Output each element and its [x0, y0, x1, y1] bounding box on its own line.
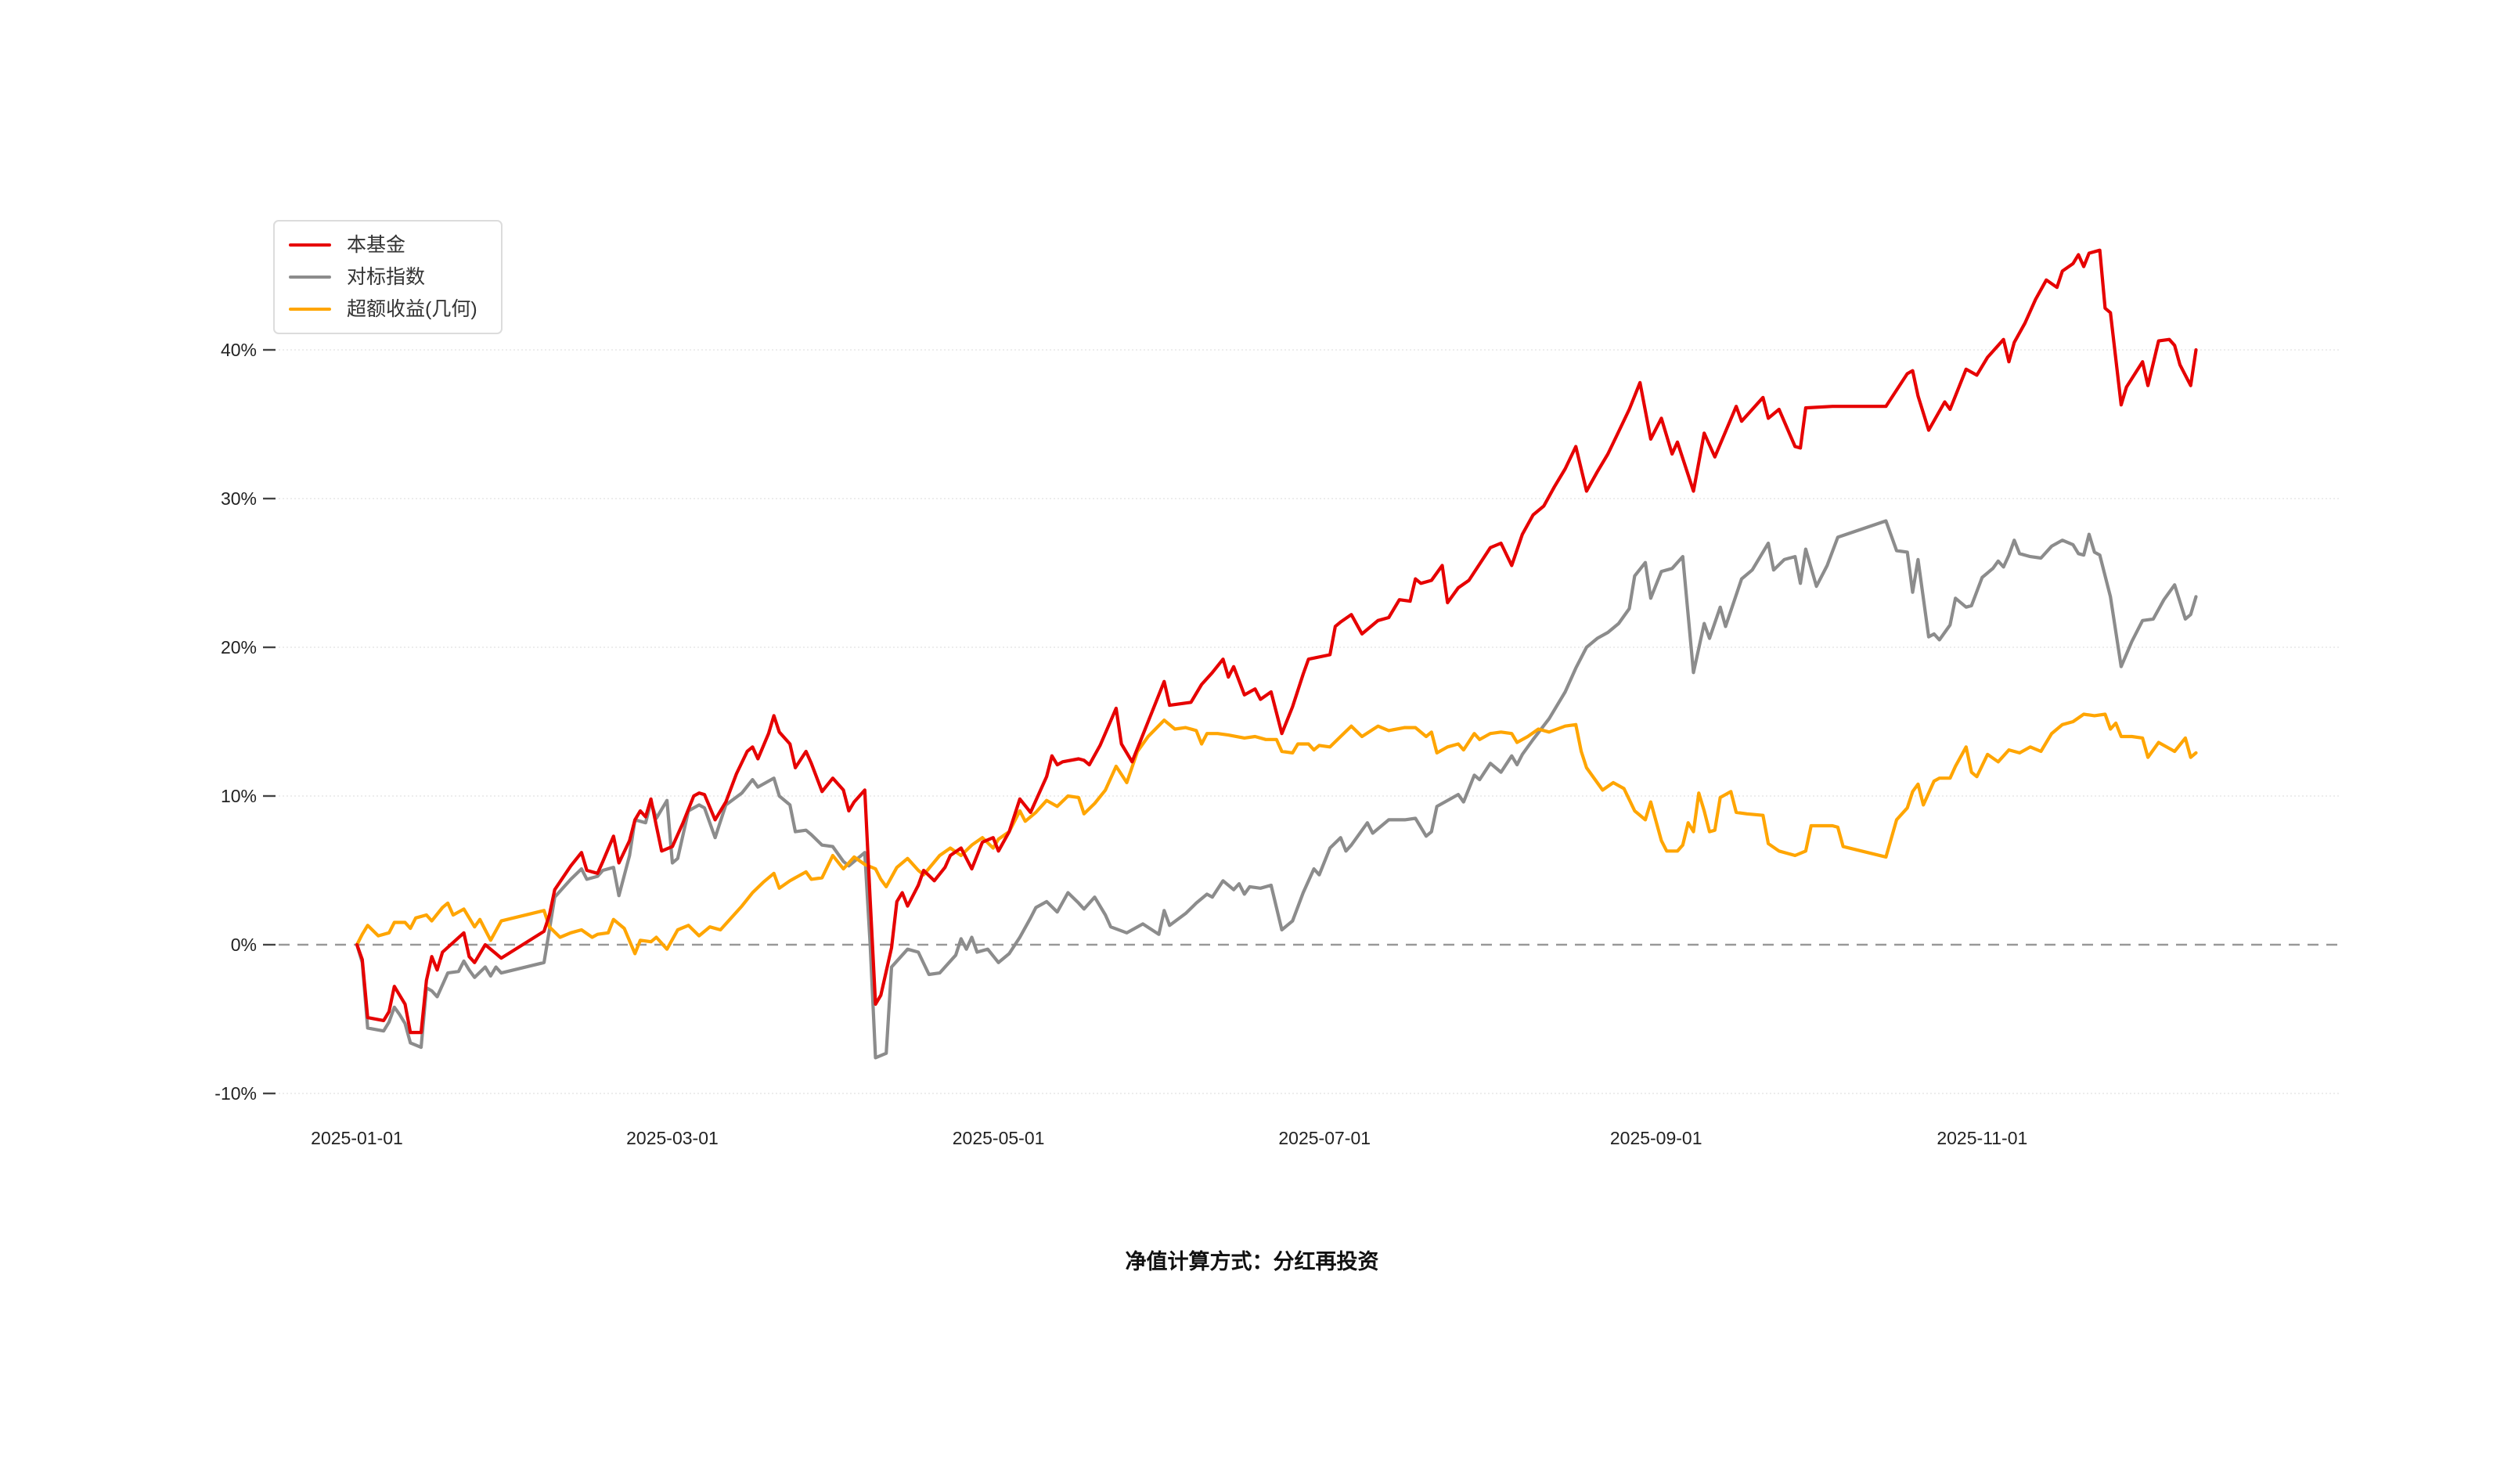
- x-tick-label: 2025-07-01: [1278, 1128, 1371, 1148]
- x-tick-label: 2025-11-01: [1937, 1128, 2027, 1148]
- x-tick-label: 2025-09-01: [1610, 1128, 1702, 1148]
- legend-label-fund: 本基金: [347, 234, 406, 256]
- x-tick-label: 2025-03-01: [626, 1128, 719, 1148]
- y-tick-label: 20%: [221, 637, 257, 657]
- series-line-excess-return: [355, 712, 2198, 956]
- nav-calculation-footnote: 净值计算方式：分红再投资: [1125, 1250, 1379, 1273]
- y-tick-label: -10%: [214, 1083, 257, 1104]
- series-line-fund: [355, 248, 2198, 1035]
- y-tick-label: 10%: [221, 786, 257, 806]
- excess-return-line-swatch-icon: [289, 308, 331, 311]
- chart-legend: 本基金 对标指数 超额收益(几何): [273, 220, 503, 334]
- legend-label-benchmark: 对标指数: [347, 266, 426, 288]
- x-tick-label: 2025-05-01: [953, 1128, 1045, 1148]
- legend-label-excess-return: 超额收益(几何): [347, 298, 477, 320]
- y-tick-label: 40%: [221, 340, 257, 360]
- benchmark-line-swatch-icon: [289, 276, 331, 279]
- x-tick-label: 2025-01-01: [311, 1128, 403, 1148]
- y-tick-label: 0%: [231, 935, 257, 955]
- legend-item-fund[interactable]: 本基金: [289, 233, 477, 257]
- legend-item-excess-return[interactable]: 超额收益(几何): [289, 297, 477, 321]
- fund-line-swatch-icon: [289, 243, 331, 247]
- y-tick-label: 30%: [221, 488, 257, 509]
- legend-item-benchmark[interactable]: 对标指数: [289, 265, 477, 289]
